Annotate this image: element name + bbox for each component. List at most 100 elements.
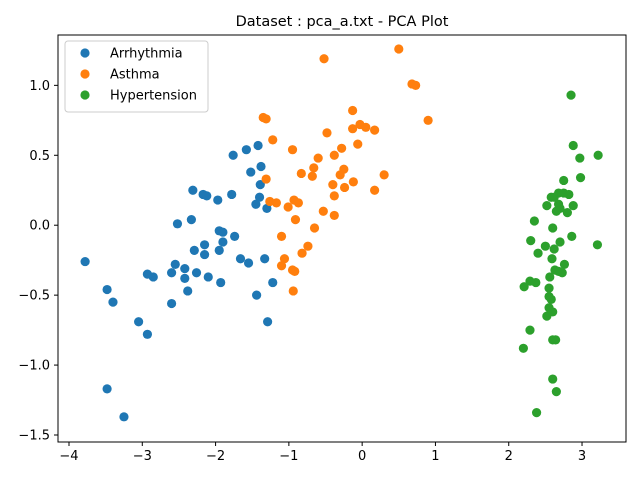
data-point <box>361 122 371 132</box>
data-point <box>545 272 555 282</box>
data-point <box>546 294 556 304</box>
data-point <box>263 317 273 327</box>
data-point <box>183 286 193 296</box>
data-point <box>189 245 199 255</box>
data-point <box>353 139 363 149</box>
data-point <box>262 203 272 214</box>
data-point <box>199 249 210 260</box>
data-point <box>80 256 90 267</box>
data-point <box>531 408 542 418</box>
y-tick-label: −0.5 <box>18 289 50 304</box>
data-point <box>575 153 585 163</box>
legend-label: Arrhythmia <box>110 47 183 62</box>
series-asthma <box>258 44 433 296</box>
data-point <box>228 150 238 160</box>
series-hypertension <box>518 90 603 418</box>
data-point <box>203 272 213 282</box>
data-point <box>318 206 328 216</box>
x-tick-label: 0 <box>358 449 366 464</box>
data-point <box>213 195 223 205</box>
data-point <box>329 210 339 221</box>
x-tick-label: −4 <box>59 449 78 464</box>
data-point <box>230 231 240 241</box>
data-point <box>542 201 552 211</box>
data-point <box>254 192 265 202</box>
data-point <box>180 263 190 274</box>
y-tick-label: 0.5 <box>29 149 50 164</box>
data-point <box>328 180 338 190</box>
data-point <box>348 124 358 134</box>
data-point <box>246 167 256 177</box>
data-point <box>546 192 556 202</box>
data-point <box>235 254 246 264</box>
data-point <box>293 198 303 208</box>
data-point <box>191 268 202 278</box>
data-point <box>313 153 323 163</box>
data-point <box>251 199 261 209</box>
data-point <box>256 161 266 172</box>
data-point <box>531 277 541 288</box>
data-point <box>261 174 271 184</box>
data-point <box>167 268 177 278</box>
data-point <box>540 241 550 251</box>
data-point <box>167 298 177 309</box>
data-point <box>309 223 320 233</box>
chart-title: Dataset : pca_a.txt - PCA Plot <box>236 14 449 30</box>
data-point <box>337 143 347 153</box>
data-point <box>307 171 317 181</box>
data-point <box>255 180 265 190</box>
x-tick-label: 3 <box>578 449 586 464</box>
data-point <box>370 185 380 195</box>
data-point <box>243 258 254 268</box>
data-point <box>557 268 567 278</box>
data-point <box>411 80 421 90</box>
data-point <box>186 215 196 225</box>
data-point <box>394 44 404 54</box>
data-point <box>214 245 224 255</box>
data-point <box>529 216 539 226</box>
data-point <box>555 237 565 247</box>
data-point <box>348 177 358 187</box>
data-point <box>575 173 586 183</box>
data-point <box>329 150 339 160</box>
data-point <box>526 236 536 246</box>
data-point <box>322 128 332 138</box>
data-point <box>119 412 129 422</box>
data-point <box>339 182 350 193</box>
data-point <box>592 240 603 250</box>
data-point <box>276 231 287 241</box>
data-point <box>199 240 210 250</box>
data-point <box>519 282 529 292</box>
data-point <box>271 198 282 208</box>
data-point <box>170 259 180 269</box>
data-point <box>335 170 345 180</box>
data-point <box>551 206 561 216</box>
data-point <box>559 259 570 269</box>
x-tick-label: 2 <box>505 449 513 464</box>
data-point <box>559 175 569 186</box>
data-point <box>261 114 271 124</box>
legend-box <box>64 40 209 113</box>
plot-frame <box>57 34 627 443</box>
data-point <box>370 125 380 135</box>
legend-label: Asthma <box>110 68 160 83</box>
legend: Arrhythmia Asthma Hypertension <box>64 40 209 113</box>
data-point <box>296 168 306 179</box>
data-point <box>564 189 574 200</box>
x-tick-label: −1 <box>279 449 298 464</box>
data-point <box>227 189 237 200</box>
data-point <box>260 254 270 264</box>
data-point <box>309 163 319 173</box>
x-tick-label: −2 <box>206 449 225 464</box>
data-point <box>288 286 298 296</box>
data-point <box>319 54 329 64</box>
data-point <box>218 227 228 237</box>
data-point <box>423 115 433 125</box>
data-point <box>297 248 307 258</box>
data-point <box>542 311 552 321</box>
data-point <box>290 266 300 276</box>
data-point <box>216 277 226 288</box>
data-point <box>283 202 293 212</box>
